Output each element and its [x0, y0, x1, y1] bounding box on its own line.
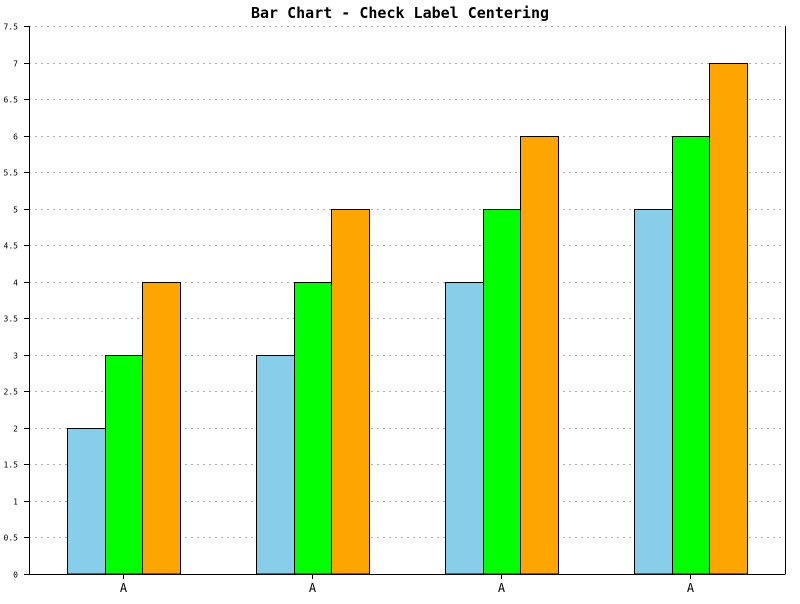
- y-tick-label: 3.5: [4, 315, 19, 324]
- y-tick-label: 0.5: [4, 534, 19, 543]
- bar: [520, 136, 559, 575]
- y-tick-label: 0: [13, 571, 18, 580]
- y-tick-label: 2.5: [4, 388, 19, 397]
- x-category-label: A: [120, 581, 128, 595]
- y-tick-label: 6.5: [4, 96, 19, 105]
- bar: [634, 209, 673, 575]
- y-tick-label: 6: [13, 133, 18, 142]
- x-category-label: A: [687, 581, 695, 595]
- x-category-label: A: [309, 581, 317, 595]
- chart-title: Bar Chart - Check Label Centering: [251, 4, 549, 22]
- bars: [67, 63, 748, 575]
- y-tick-label: 7: [13, 60, 18, 69]
- bar: [709, 63, 748, 575]
- y-tick-label: 5: [13, 206, 18, 215]
- y-tick-label: 1.5: [4, 461, 19, 470]
- bar: [331, 209, 370, 575]
- y-tick-label: 2: [13, 425, 18, 434]
- bar: [105, 355, 143, 575]
- axes: [24, 26, 786, 579]
- labels: 0 0.5 1 1.5 2 2.5 3 3.5 4 4.5 5 5.5 6 6.5 7 7.5 A A A A: [4, 23, 695, 596]
- y-tick-label: 7.5: [4, 23, 19, 32]
- bar: [672, 136, 710, 575]
- bar: [445, 282, 484, 575]
- bar: [483, 209, 521, 575]
- y-tick-label: 4.5: [4, 242, 19, 251]
- bar: [294, 282, 332, 575]
- y-tick-label: 4: [13, 279, 18, 288]
- bar: [67, 428, 106, 575]
- y-tick-label: 5.5: [4, 169, 19, 178]
- y-tick-label: 3: [13, 352, 18, 361]
- y-tick-label: 1: [13, 498, 18, 507]
- x-category-label: A: [498, 581, 506, 595]
- bar: [142, 282, 181, 575]
- bar: [256, 355, 295, 575]
